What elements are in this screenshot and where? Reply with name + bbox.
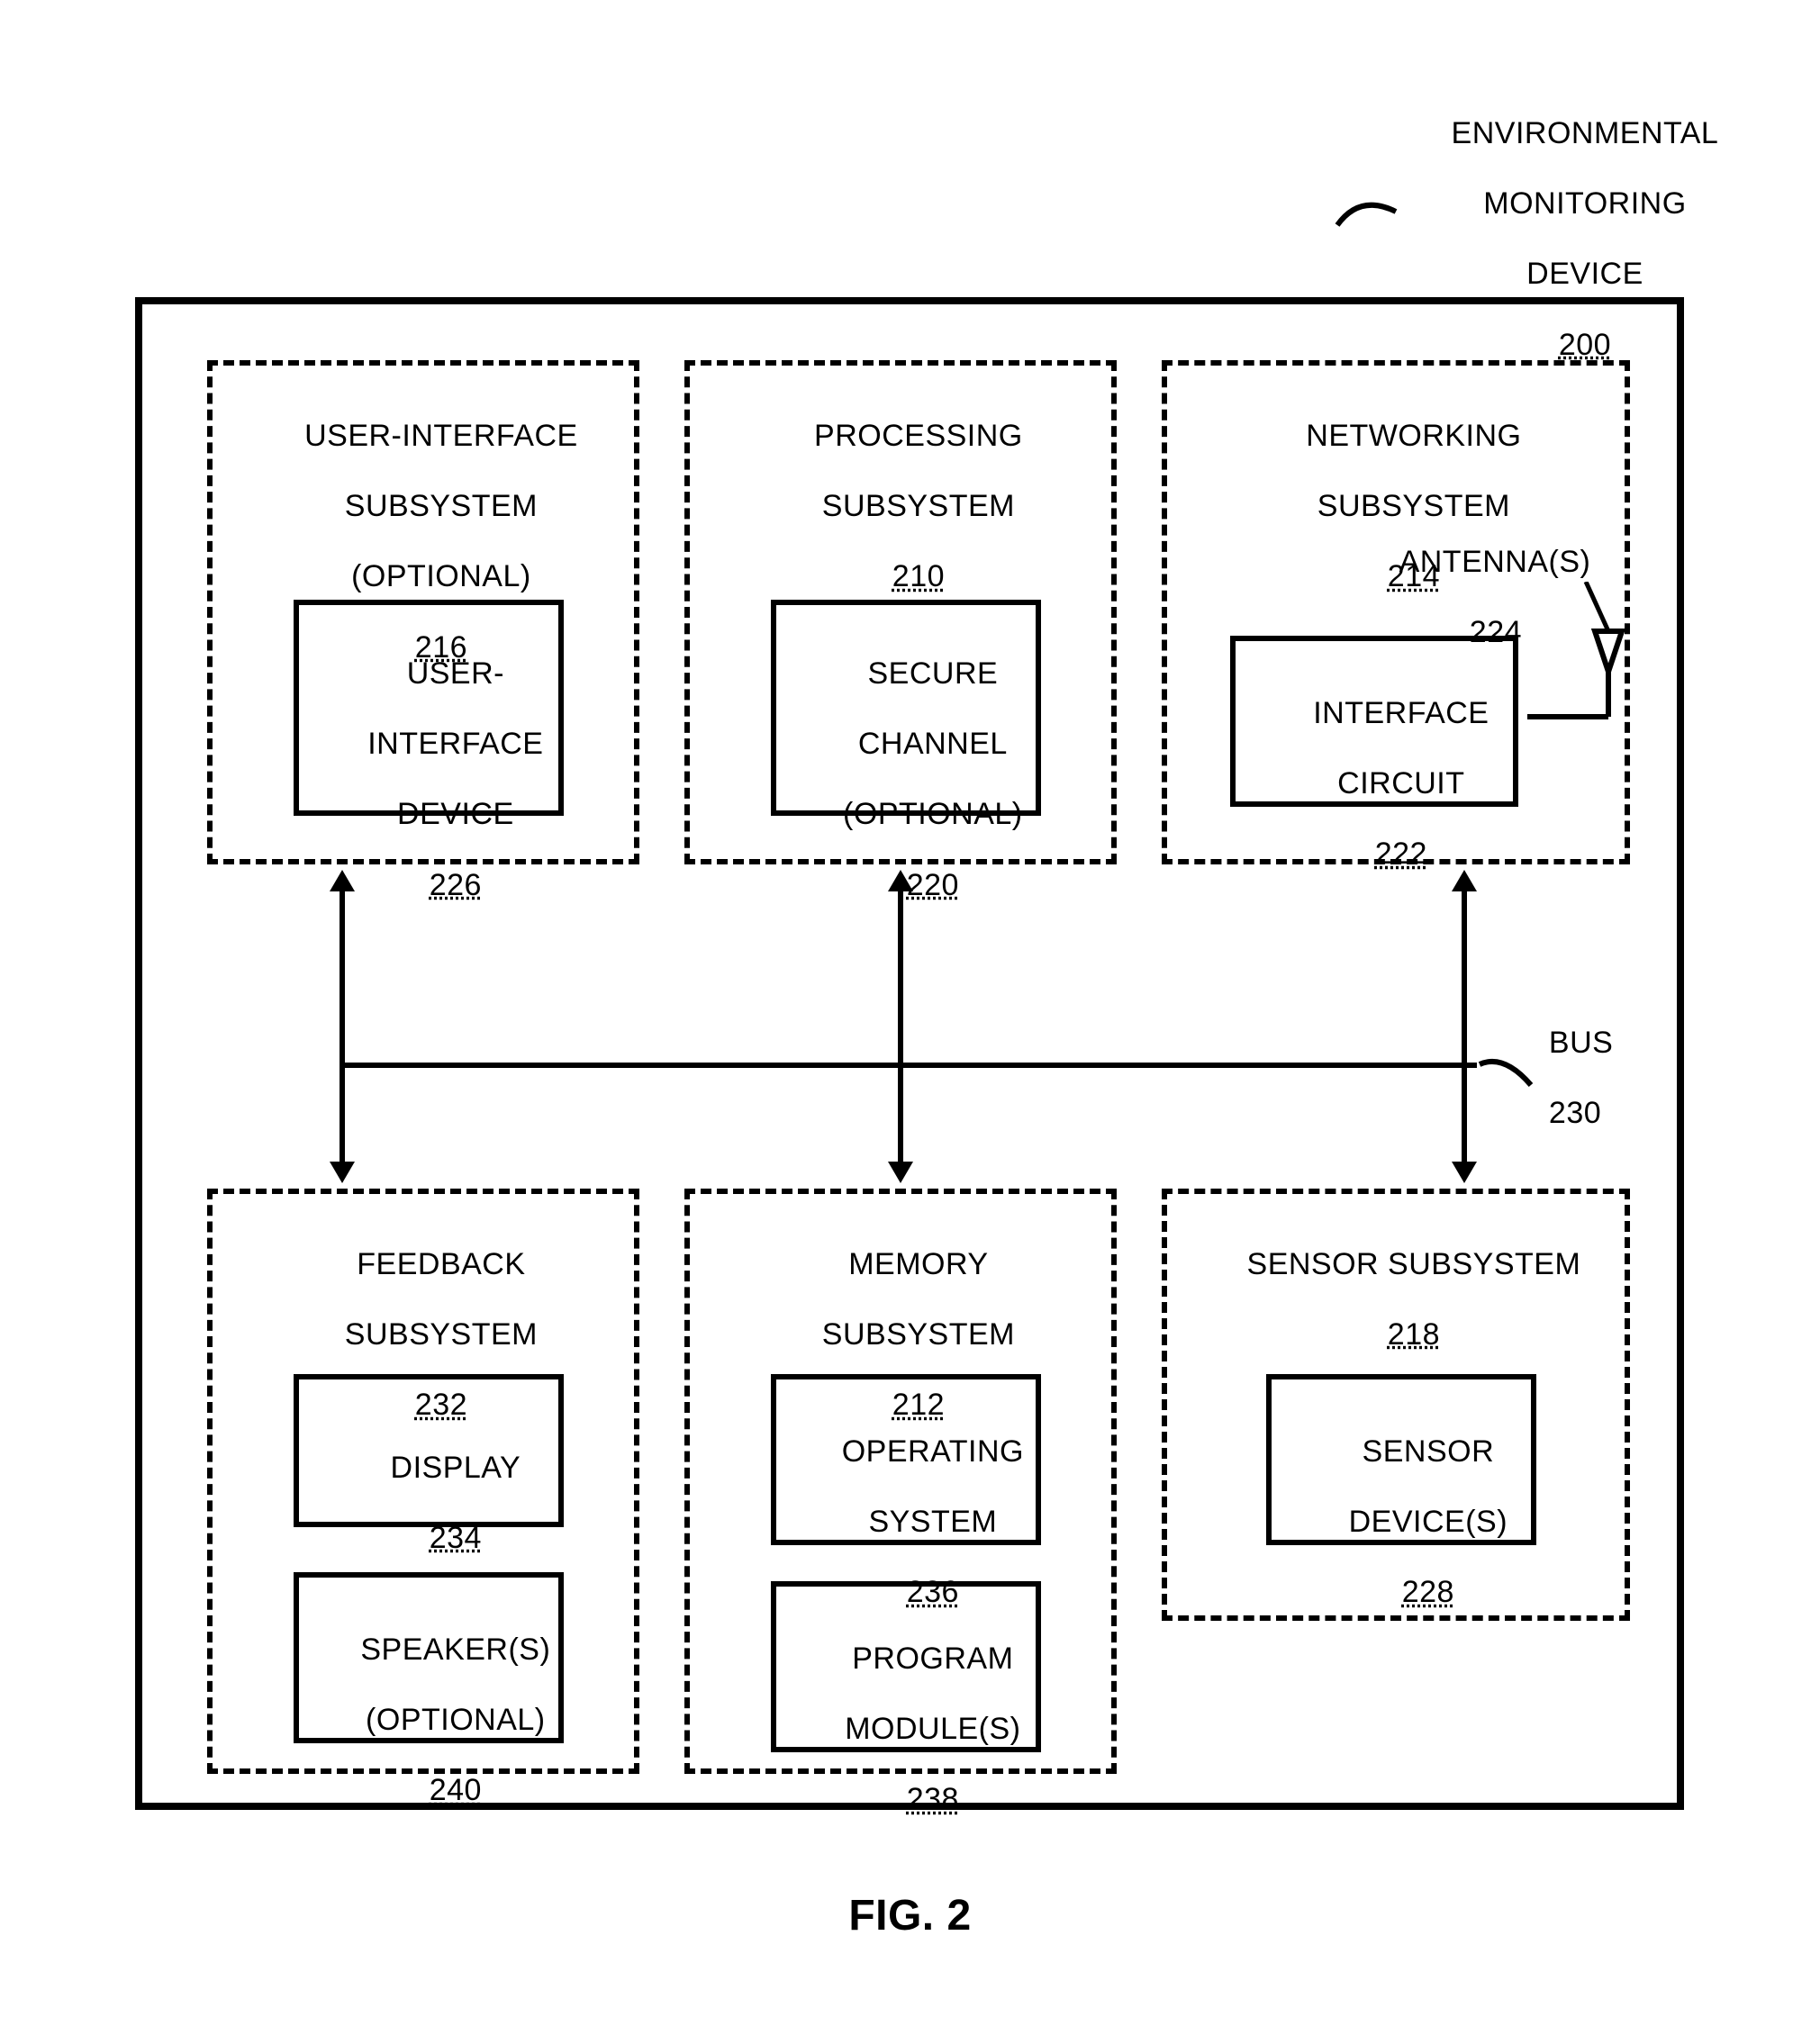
bus-arrow-up-2 bbox=[888, 870, 913, 891]
bus-arrow-up-1 bbox=[330, 870, 355, 891]
memory-subsystem: MEMORY SUBSYSTEM 212 OPERATING SYSTEM 23… bbox=[684, 1189, 1117, 1774]
bus-arrow-down-1 bbox=[330, 1162, 355, 1183]
os-box: OPERATING SYSTEM 236 bbox=[771, 1374, 1041, 1545]
bus-stub-1 bbox=[340, 891, 345, 1162]
title-leader-swoosh bbox=[1333, 189, 1405, 243]
device-title-l1: ENVIRONMENTAL bbox=[1452, 116, 1719, 150]
networking-subsystem: NETWORKING SUBSYSTEM 214 ANTENNA(S) 224 … bbox=[1162, 360, 1630, 864]
bus-leader-swoosh bbox=[1477, 1054, 1540, 1099]
device-title-l2: MONITORING bbox=[1483, 186, 1686, 221]
processing-title: PROCESSING SUBSYSTEM 210 bbox=[690, 384, 1111, 630]
bus-stub-2 bbox=[898, 891, 903, 1162]
bus-arrow-down-3 bbox=[1452, 1162, 1477, 1183]
sensor-title: SENSOR SUBSYSTEM 218 bbox=[1167, 1212, 1625, 1388]
sensor-devices-label: SENSOR DEVICE(S) 228 bbox=[1272, 1399, 1531, 1646]
bus-arrow-up-3 bbox=[1452, 870, 1477, 891]
antenna-icon bbox=[1509, 582, 1626, 726]
speakers-box: SPEAKER(S) (OPTIONAL) 240 bbox=[294, 1572, 564, 1743]
bus-label: BUS 230 bbox=[1531, 990, 1657, 1131]
figure-caption: FIG. 2 bbox=[0, 1891, 1820, 1940]
processing-subsystem: PROCESSING SUBSYSTEM 210 SECURE CHANNEL … bbox=[684, 360, 1117, 864]
display-label: DISPLAY 234 bbox=[299, 1416, 558, 1591]
interface-circuit-box: INTERFACE CIRCUIT 222 bbox=[1230, 636, 1518, 807]
ui-subsystem: USER-INTERFACE SUBSYSTEM (OPTIONAL) 216 … bbox=[207, 360, 639, 864]
program-modules-box: PROGRAM MODULE(S) 238 bbox=[771, 1581, 1041, 1752]
speakers-label: SPEAKER(S) (OPTIONAL) 240 bbox=[299, 1597, 558, 1844]
sensor-subsystem: SENSOR SUBSYSTEM 218 SENSOR DEVICE(S) 22… bbox=[1162, 1189, 1630, 1621]
ui-device-box: USER- INTERFACE DEVICE 226 bbox=[294, 600, 564, 816]
feedback-subsystem: FEEDBACK SUBSYSTEM 232 DISPLAY 234 SPEAK… bbox=[207, 1189, 639, 1774]
bus-arrow-down-2 bbox=[888, 1162, 913, 1183]
program-modules-label: PROGRAM MODULE(S) 238 bbox=[776, 1606, 1036, 1853]
bus-line bbox=[342, 1063, 1477, 1068]
device-title-l3: DEVICE bbox=[1526, 257, 1643, 291]
bus-stub-3 bbox=[1462, 891, 1467, 1162]
display-box: DISPLAY 234 bbox=[294, 1374, 564, 1527]
secure-channel-box: SECURE CHANNEL (OPTIONAL) 220 bbox=[771, 600, 1041, 816]
sensor-devices-box: SENSOR DEVICE(S) 228 bbox=[1266, 1374, 1536, 1545]
